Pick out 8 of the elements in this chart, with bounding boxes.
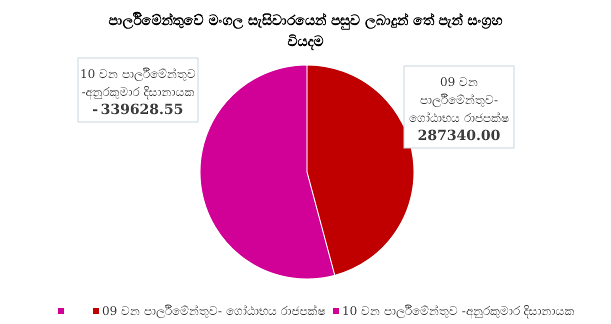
chart-title: පාර්ලිමේන්තුවේ මංගල සැසිවාරයෙන් පසුව ලබාදුන් තේ පැන් සංග්‍රහ වියදම	[108, 12, 503, 51]
slice-label: 09 වන පාර්ලිමේන්තුව- ගෝඨාභය රාජපක්ෂ	[409, 75, 509, 125]
legend-label: 09 වන පාර්ලිමේන්තුව- ගෝඨාභය රාජපක්ෂ	[102, 304, 326, 319]
legend-label: 10 වන පාර්ලිමේන්තුව -අනුරකුමාර දිසානායක	[342, 304, 575, 319]
data-label: 339628.55	[100, 102, 184, 118]
slice-label: 10 වන පාර්ලිමේන්තුව -අනුරකුමාර දිසානායක	[80, 67, 196, 100]
text: -	[92, 102, 98, 118]
data-label: 287340.00	[418, 128, 501, 144]
